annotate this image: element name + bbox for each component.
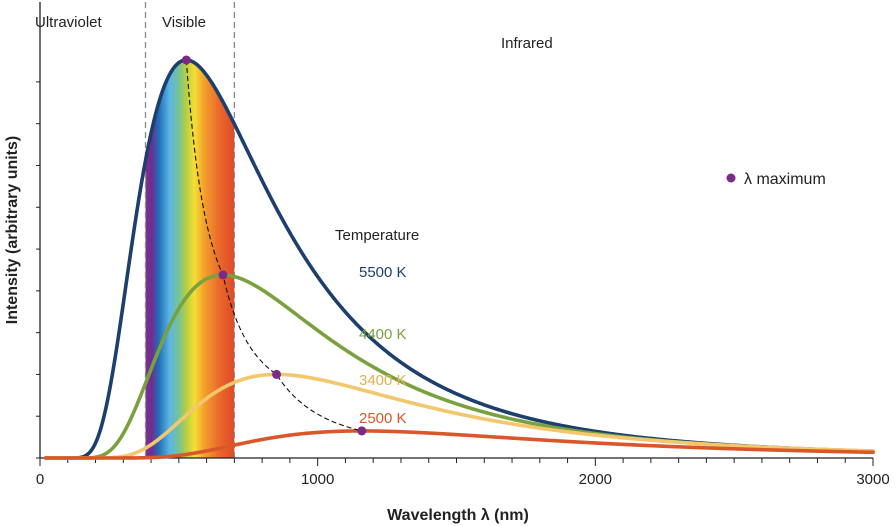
x-tick-label: 1000 <box>301 471 334 488</box>
wien-peak-curve <box>185 59 362 432</box>
series-line-3400 <box>43 372 875 460</box>
legend-title: Temperature <box>335 227 419 244</box>
x-tick-label: 3000 <box>856 471 889 488</box>
x-tick-label: 2000 <box>579 471 612 488</box>
region-label-visible: Visible <box>162 14 206 31</box>
region-label-ultraviolet: Ultraviolet <box>35 14 103 31</box>
peak-marker-3400 <box>272 369 282 379</box>
peak-marker-5500 <box>181 55 191 65</box>
series-label-5500: 5500 K <box>359 264 407 281</box>
series-label-4400: 4400 K <box>359 326 407 343</box>
x-axis-label: Wavelength λ (nm) <box>387 507 529 524</box>
peak-marker-4400 <box>218 270 228 280</box>
marker-legend-label: λ maximum <box>744 171 826 188</box>
series-label-2500: 2500 K <box>359 410 407 427</box>
series-line-2500 <box>43 429 875 460</box>
visible-spectrum-band <box>145 60 235 458</box>
x-tick-label: 0 <box>36 471 44 488</box>
region-label-infrared: Infrared <box>501 35 553 52</box>
marker-legend-dot <box>726 173 736 183</box>
series-label-3400: 3400 K <box>359 372 407 389</box>
y-axis-label: Intensity (arbitrary units) <box>4 136 21 324</box>
peak-marker-2500 <box>357 426 367 436</box>
